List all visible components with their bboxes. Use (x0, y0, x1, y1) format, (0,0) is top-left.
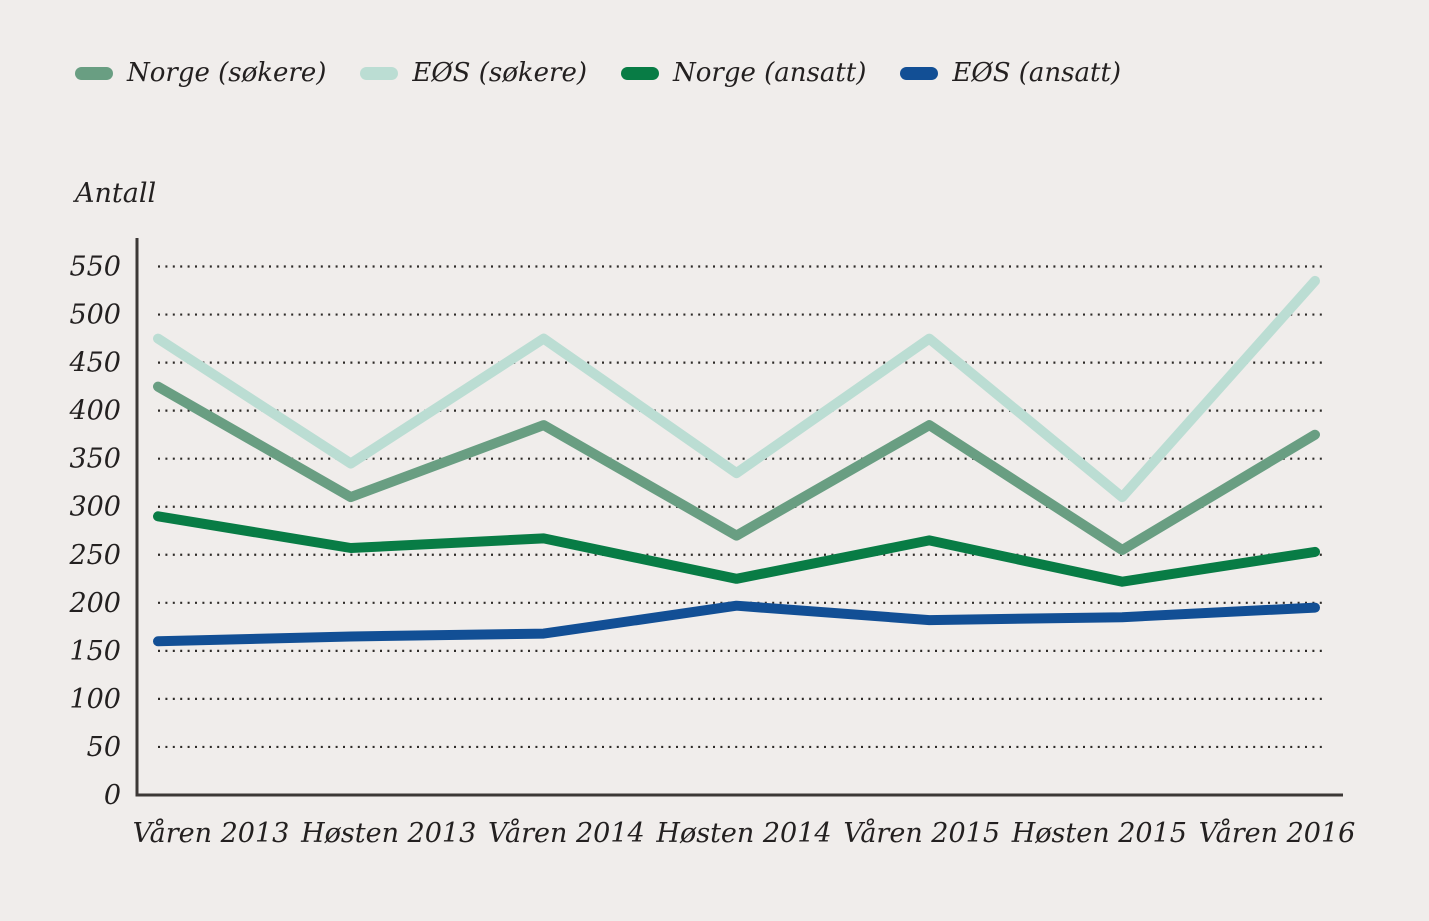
y-tick-label-100: 100 (69, 684, 121, 715)
x-category-label-4: Høsten 2014 (655, 818, 831, 849)
y-tick-label-450: 450 (68, 348, 121, 379)
y-tick-label-350: 350 (69, 444, 121, 475)
legend-label-eos-ansatt: EØS (ansatt) (952, 58, 1122, 88)
x-category-label-7: Våren 2016 (1199, 817, 1356, 849)
legend-item-norge-ansatt: Norge (ansatt) (621, 58, 866, 88)
legend-swatch-norge-ansatt (621, 66, 659, 80)
x-category-label-6: Høsten 2015 (1011, 818, 1187, 849)
legend-swatch-eos-sokere (360, 66, 399, 80)
x-category-label-2: Høsten 2013 (300, 818, 476, 849)
legend-swatch-eos-ansatt (900, 66, 939, 80)
y-tick-label-0: 0 (104, 780, 121, 811)
legend-label-norge-sokere: Norge (søkere) (127, 58, 327, 88)
axis-lines (135, 238, 1343, 797)
legend-item-eos-ansatt: EØS (ansatt) (900, 58, 1121, 88)
y-tick-label-50: 50 (87, 732, 121, 763)
legend: Norge (søkere) EØS (søkere) Norge (ansat… (75, 58, 1121, 88)
y-tick-label-550: 550 (69, 252, 121, 283)
legend-item-norge-sokere: Norge (søkere) (75, 58, 326, 88)
series-line-3-e-s-ansatt (153, 600, 1320, 647)
legend-swatch-norge-sokere (75, 66, 113, 80)
series-line-2-norge-ansatt (153, 511, 1320, 587)
legend-item-eos-sokere: EØS (søkere) (360, 58, 587, 88)
legend-label-eos-sokere: EØS (søkere) (412, 58, 587, 88)
y-tick-label-500: 500 (69, 300, 121, 331)
series-line-0-norge-s-kere (153, 381, 1320, 555)
x-category-label-5: Våren 2015 (843, 817, 1000, 849)
y-tick-label-300: 300 (69, 492, 121, 523)
y-tick-label-150: 150 (69, 636, 121, 667)
x-category-label-3: Våren 2014 (488, 817, 645, 849)
y-tick-label-250: 250 (68, 540, 121, 571)
y-axis-title: Antall (75, 178, 157, 209)
legend-label-norge-ansatt: Norge (ansatt) (673, 58, 867, 88)
series-line-1-e-s-s-kere (153, 275, 1320, 503)
y-tick-label-400: 400 (68, 396, 121, 427)
y-tick-label-200: 200 (68, 588, 121, 619)
x-category-label-1: Våren 2013 (133, 817, 290, 849)
